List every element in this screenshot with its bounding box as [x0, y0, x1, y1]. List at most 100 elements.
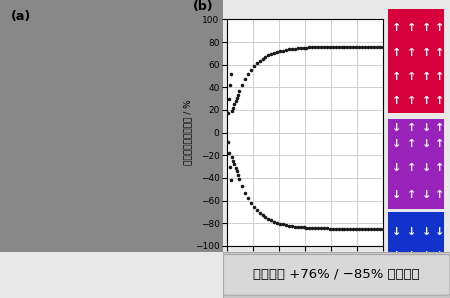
Point — [268, 52, 275, 57]
Point — [230, 105, 237, 110]
Text: ↑: ↑ — [392, 72, 401, 82]
Point — [303, 225, 310, 230]
Point — [288, 46, 295, 51]
Point — [373, 44, 380, 49]
Point — [379, 44, 386, 49]
Point — [228, 71, 235, 76]
Text: ↑: ↑ — [435, 163, 444, 173]
Point — [256, 210, 263, 215]
Point — [233, 96, 240, 100]
Point — [332, 226, 339, 231]
Point — [231, 102, 238, 107]
Point — [232, 99, 239, 103]
Point — [232, 166, 239, 170]
Point — [315, 226, 322, 231]
Text: ↑: ↑ — [435, 96, 444, 106]
Point — [338, 44, 345, 49]
Point — [379, 226, 386, 231]
Point — [227, 83, 234, 87]
Point — [276, 221, 284, 226]
Text: ↑: ↑ — [407, 190, 416, 200]
Point — [226, 150, 233, 155]
Text: ↑: ↑ — [407, 72, 416, 82]
Text: ↓: ↓ — [392, 227, 401, 237]
Point — [253, 61, 260, 66]
Point — [244, 196, 252, 201]
Point — [309, 45, 316, 50]
Text: ↑: ↑ — [435, 190, 444, 200]
Point — [335, 226, 342, 231]
Text: ↓: ↓ — [435, 275, 444, 285]
Text: (a): (a) — [11, 10, 32, 23]
Point — [335, 44, 342, 49]
Point — [323, 44, 330, 49]
Point — [259, 213, 266, 218]
Point — [364, 44, 371, 49]
Point — [306, 45, 313, 50]
Point — [364, 226, 371, 231]
Point — [329, 44, 336, 49]
Point — [235, 177, 243, 181]
Point — [288, 224, 295, 229]
Point — [227, 164, 234, 169]
Point — [229, 109, 236, 114]
Point — [315, 45, 322, 49]
Y-axis label: 水素核スピン偏極度 / %: 水素核スピン偏極度 / % — [183, 100, 192, 165]
Text: ↑: ↑ — [422, 48, 431, 58]
Text: 高偏極度 +76% / −85% を達成！: 高偏極度 +76% / −85% を達成！ — [253, 268, 420, 281]
Text: ↑: ↑ — [407, 139, 416, 149]
Point — [309, 226, 316, 230]
Text: ↑: ↑ — [435, 48, 444, 58]
Text: ↑: ↑ — [422, 96, 431, 106]
Point — [361, 44, 369, 49]
Point — [265, 53, 272, 58]
Text: ↓: ↓ — [422, 227, 431, 237]
Point — [326, 44, 333, 49]
Text: ↑: ↑ — [435, 123, 444, 133]
Point — [291, 46, 298, 51]
Text: ↑: ↑ — [392, 96, 401, 106]
Text: ↑: ↑ — [435, 139, 444, 149]
Text: ↓: ↓ — [422, 123, 431, 133]
Point — [234, 93, 241, 97]
Point — [356, 226, 363, 231]
Point — [358, 226, 365, 231]
Text: ↓: ↓ — [422, 139, 431, 149]
Point — [270, 51, 278, 55]
Point — [250, 204, 257, 209]
Point — [268, 218, 275, 223]
FancyBboxPatch shape — [223, 254, 450, 295]
Text: ↓: ↓ — [392, 123, 401, 133]
Text: ↑: ↑ — [435, 23, 444, 33]
Point — [344, 44, 351, 49]
Point — [279, 222, 287, 227]
Point — [370, 44, 377, 49]
Point — [226, 96, 233, 101]
Text: ↓: ↓ — [392, 190, 401, 200]
Point — [311, 45, 319, 49]
Point — [265, 217, 272, 221]
Point — [241, 190, 248, 195]
Point — [297, 225, 304, 229]
Point — [230, 158, 237, 163]
Point — [235, 89, 243, 94]
Point — [320, 226, 328, 231]
Point — [367, 226, 374, 231]
Point — [247, 200, 254, 205]
Point — [262, 215, 269, 220]
Text: ↓: ↓ — [407, 275, 416, 285]
Point — [225, 139, 232, 144]
Point — [361, 226, 369, 231]
Text: ↓: ↓ — [392, 251, 401, 261]
Text: ↑: ↑ — [392, 23, 401, 33]
Text: ↑: ↑ — [407, 48, 416, 58]
X-axis label: 時間 / 分: 時間 / 分 — [289, 267, 320, 277]
Text: ↑: ↑ — [407, 96, 416, 106]
Point — [350, 44, 357, 49]
Text: ↑: ↑ — [407, 23, 416, 33]
Text: ↑: ↑ — [435, 72, 444, 82]
Text: ↑: ↑ — [422, 72, 431, 82]
Point — [282, 223, 289, 227]
Point — [276, 49, 284, 54]
Point — [279, 48, 287, 53]
